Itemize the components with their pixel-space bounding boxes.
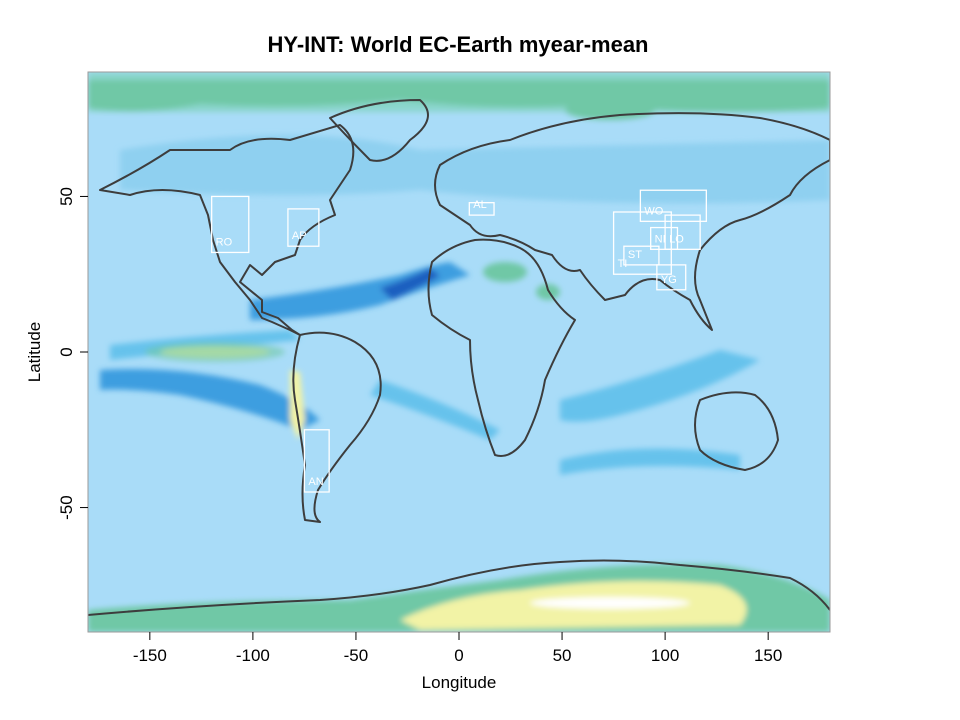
x-tick-label: -150 (133, 646, 167, 665)
dry-pacific-edge (145, 342, 285, 362)
x-tick-label: -50 (344, 646, 369, 665)
africa-coast (427, 238, 576, 457)
region-label-lo: LO (669, 233, 684, 245)
x-tick-label: 0 (454, 646, 463, 665)
y-tick-label: 50 (57, 187, 76, 206)
field-layer (88, 72, 830, 632)
region-box-an (303, 429, 330, 493)
region-box-ni (650, 226, 679, 250)
region-label-yg: YG (661, 274, 677, 286)
region-label-ti: TI (618, 258, 628, 270)
pacific-convergence (100, 369, 320, 430)
region-box-lo (664, 214, 701, 250)
itcz-core (380, 268, 440, 300)
arabia-patch (536, 284, 560, 300)
australia-coast (694, 391, 779, 471)
region-box-ti (612, 211, 672, 275)
region-box-yg (656, 264, 687, 291)
region-label-wo: WO (644, 205, 663, 217)
region-label-st: ST (628, 249, 642, 261)
north-land-tint (120, 135, 830, 204)
y-axis-ticks: 50 0 -50 (57, 187, 88, 520)
sahara-patch (483, 262, 527, 282)
region-box-al (468, 202, 495, 216)
region-box-ap (287, 208, 320, 247)
south-atlantic-band (370, 380, 500, 440)
region-label-an: AN (308, 476, 323, 488)
region-box-st (623, 245, 660, 266)
y-tick-label: 0 (57, 347, 76, 356)
region-label-ro: RO (216, 236, 233, 248)
y-axis-label: Latitude (25, 322, 44, 383)
x-tick-label: 50 (553, 646, 572, 665)
region-box-wo (639, 189, 707, 222)
region-label-ap: AP (292, 230, 307, 242)
tibet-patch (565, 100, 655, 120)
antarctica-coast (88, 559, 830, 616)
region-boxes: RO AP AL WO TI NI LO ST YG AN (211, 189, 707, 493)
x-axis-label: Longitude (422, 673, 497, 692)
antarctic-white (530, 597, 690, 609)
region-box-ro (211, 195, 250, 254)
north-america-coast (99, 124, 355, 336)
eurasia-coast (434, 112, 830, 331)
south-america-coast (292, 331, 382, 523)
y-tick-label: -50 (57, 495, 76, 520)
greenland-coast (329, 99, 429, 162)
indian-ocean-band (560, 350, 760, 422)
x-tick-label: -100 (236, 646, 270, 665)
region-label-al: AL (473, 199, 486, 211)
x-tick-label: 150 (754, 646, 782, 665)
map-title: HY-INT: World EC-Earth myear-mean (267, 32, 648, 57)
coastlines (88, 99, 830, 616)
region-label-ni: NI (655, 233, 666, 245)
x-axis-ticks: -150 -100 -50 0 50 100 150 (133, 632, 782, 665)
x-tick-label: 100 (651, 646, 679, 665)
south-indian-band (560, 448, 740, 475)
